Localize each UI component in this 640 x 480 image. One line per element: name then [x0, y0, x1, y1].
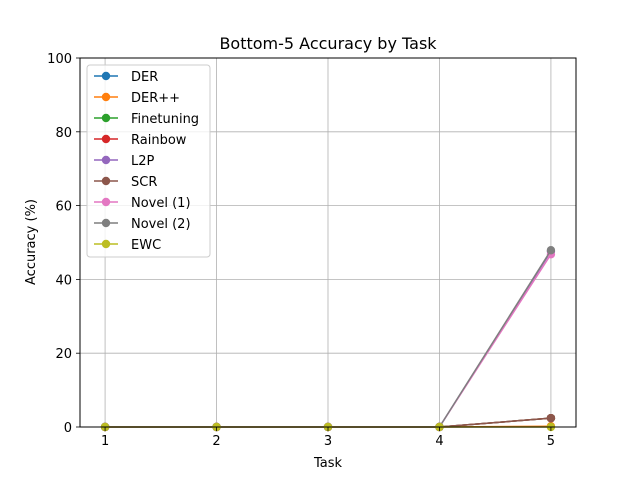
x-axis-label: Task	[313, 456, 343, 471]
y-tick-label: 100	[47, 52, 72, 67]
x-tick-label: 5	[547, 434, 555, 449]
legend-box	[86, 64, 211, 258]
legend-item: Novel (1)	[94, 196, 191, 211]
chart-title: Bottom-5 Accuracy by Task	[219, 34, 437, 53]
legend-item: Novel (2)	[94, 217, 191, 232]
y-tick-label: 20	[55, 347, 72, 362]
y-tick-label: 0	[64, 421, 72, 436]
legend-item: SCR	[94, 175, 157, 190]
legend-item: EWC	[94, 238, 161, 253]
data-point	[546, 413, 556, 423]
legend-marker	[101, 134, 111, 144]
legend-marker	[101, 92, 111, 102]
legend-item: Rainbow	[94, 133, 187, 148]
x-tick-label: 4	[435, 434, 443, 449]
legend-marker	[101, 176, 111, 186]
legend-label: DER	[131, 70, 158, 85]
legend: DER DER++ Finetuning Rainbow L2P SCR Novel (1)…	[86, 64, 211, 258]
x-tick-label: 2	[212, 434, 220, 449]
legend-marker	[101, 239, 111, 249]
legend-item: Finetuning	[94, 112, 199, 127]
y-tick-label: 40	[55, 273, 72, 288]
y-tick-label: 60	[55, 200, 72, 215]
legend-label: Novel (1)	[131, 196, 191, 211]
legend-label: Novel (2)	[131, 217, 191, 232]
legend-label: Rainbow	[131, 133, 187, 148]
legend-marker	[101, 197, 111, 207]
legend-label: DER++	[131, 91, 180, 106]
legend-item: L2P	[94, 154, 155, 169]
legend-marker	[101, 113, 111, 123]
legend-label: L2P	[131, 154, 155, 169]
y-axis-label: Accuracy (%)	[24, 199, 39, 285]
legend-marker	[101, 218, 111, 228]
x-axis-ticks: 1 2 3 4 5	[101, 427, 555, 449]
data-point	[546, 246, 556, 255]
legend-label: EWC	[131, 238, 161, 253]
legend-item: DER++	[94, 91, 180, 106]
legend-marker	[101, 71, 111, 81]
legend-label: Finetuning	[131, 112, 199, 127]
x-tick-label: 1	[101, 434, 109, 449]
y-tick-label: 80	[55, 126, 72, 141]
legend-label: SCR	[131, 175, 157, 190]
legend-item: DER	[94, 70, 158, 85]
y-axis-ticks: 0 20 40 60 80 100	[47, 52, 80, 436]
legend-marker	[101, 155, 111, 165]
x-tick-label: 3	[324, 434, 332, 449]
